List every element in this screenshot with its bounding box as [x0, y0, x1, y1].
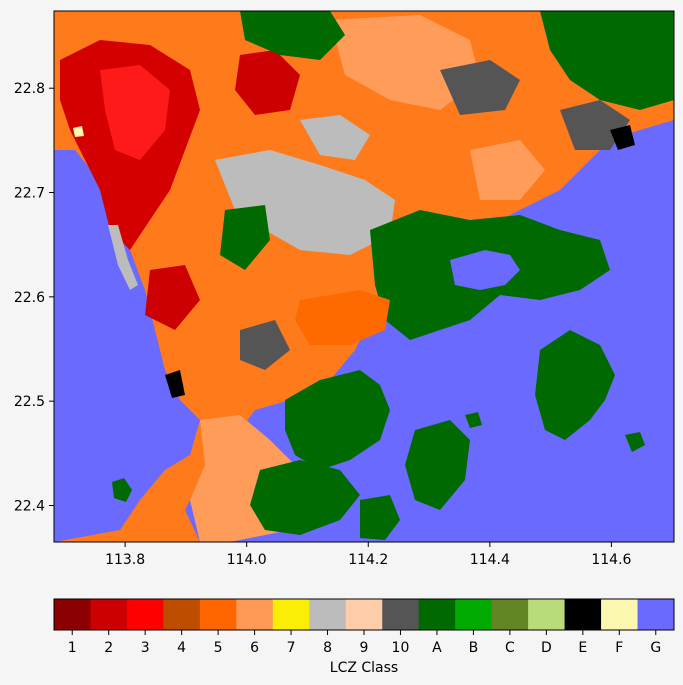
colorbar-swatch-E — [564, 599, 602, 630]
colorbar-swatch-D — [528, 599, 566, 630]
x-tick-label: 114.6 — [591, 552, 631, 568]
y-tick-label: 22.5 — [14, 394, 45, 410]
colorbar-swatch-F — [601, 599, 639, 630]
urban-kowloon — [295, 290, 390, 345]
colorbar-tick-label-2: 2 — [104, 640, 113, 656]
colorbar-tick-label-7: 7 — [287, 640, 296, 656]
colorbar-swatch-9 — [345, 599, 383, 630]
map-frame — [53, 10, 675, 543]
water-tolo-harbour — [450, 250, 520, 290]
urban-core-center-2 — [145, 265, 200, 330]
colorbar-swatch-3 — [126, 599, 164, 630]
colorbar-swatch-5 — [199, 599, 237, 630]
colorbar-swatch-6 — [236, 599, 274, 630]
island-small-1 — [625, 432, 645, 452]
colorbar-tick-label-C: C — [505, 640, 515, 656]
island-lantau-east — [285, 370, 390, 470]
map-panel — [54, 11, 674, 542]
colorbar-tick-label-E: E — [578, 640, 587, 656]
forest-northeast — [540, 11, 674, 110]
heavy-industry-3 — [240, 320, 290, 370]
colorbar-swatch-B — [455, 599, 493, 630]
open-lowrise-1 — [330, 15, 480, 110]
open-lowrise-3 — [470, 140, 545, 200]
sand-1 — [73, 126, 84, 137]
y-tick-label: 22.6 — [14, 290, 45, 306]
island-hk-south — [405, 420, 470, 510]
colorbar-tick-label-8: 8 — [323, 640, 332, 656]
colorbar: 1 2 3 4 5 6 7 8 9 10 A B C D E F G — [53, 598, 675, 656]
urban-core-central — [235, 50, 300, 115]
island-lamma — [360, 495, 400, 540]
colorbar-tick-label-3: 3 — [141, 640, 150, 656]
colorbar-tick-label-B: B — [469, 640, 479, 656]
peninsula-sai-kung — [535, 330, 615, 440]
y-axis: 22.8 22.7 22.6 22.5 22.4 — [14, 81, 54, 514]
island-far-sw — [112, 478, 132, 502]
colorbar-frame — [53, 598, 675, 631]
colorbar-tick-label-6: 6 — [250, 640, 259, 656]
colorbar-tick-label-A: A — [432, 640, 442, 656]
colorbar-tick-label-F: F — [615, 640, 623, 656]
island-small-2 — [465, 412, 482, 428]
heavy-industry-2 — [560, 100, 630, 150]
x-tick-label: 114.2 — [348, 552, 388, 568]
island-lantau-south — [250, 460, 360, 535]
colorbar-tick-label-4: 4 — [177, 640, 186, 656]
bare-rock-1 — [610, 125, 635, 150]
colorbar-tick-label-D: D — [541, 640, 552, 656]
bare-rock-2 — [165, 370, 185, 398]
coastal-grey-strip — [108, 225, 138, 290]
forest-north-central — [240, 11, 345, 60]
colorbar-swatch-2 — [90, 599, 128, 630]
x-tick-label: 114.4 — [470, 552, 510, 568]
water-left-estuary — [54, 150, 200, 542]
industrial-central — [215, 150, 395, 255]
colorbar-tick-label-5: 5 — [214, 640, 223, 656]
colorbar-tick-label-9: 9 — [360, 640, 369, 656]
y-tick-label: 22.7 — [14, 186, 45, 202]
colorbar-tick-label-10: 10 — [392, 640, 410, 656]
colorbar-tick-label-1: 1 — [68, 640, 77, 656]
colorbar-swatch-10 — [382, 599, 420, 630]
forest-central — [220, 205, 270, 270]
colorbar-swatch-8 — [309, 599, 347, 630]
heavy-industry-1 — [440, 60, 520, 115]
colorbar-swatch-1 — [54, 599, 91, 630]
urban-core-west-2 — [100, 65, 170, 160]
y-tick-label: 22.8 — [14, 81, 45, 97]
x-tick-label: 113.8 — [105, 552, 145, 568]
colorbar-label: LCZ Class — [330, 660, 398, 676]
x-axis: 113.8 114.0 114.2 114.4 114.6 — [105, 542, 632, 568]
colorbar-swatch-C — [491, 599, 529, 630]
industrial-north — [300, 115, 370, 160]
colorbar-swatch-G — [637, 599, 675, 630]
x-tick-label: 114.0 — [227, 552, 267, 568]
colorbar-tick-label-G: G — [650, 640, 661, 656]
colorbar-swatch-A — [418, 599, 456, 630]
colorbar-swatch-4 — [163, 599, 201, 630]
colorbar-swatch-7 — [272, 599, 310, 630]
y-tick-label: 22.4 — [14, 498, 45, 514]
